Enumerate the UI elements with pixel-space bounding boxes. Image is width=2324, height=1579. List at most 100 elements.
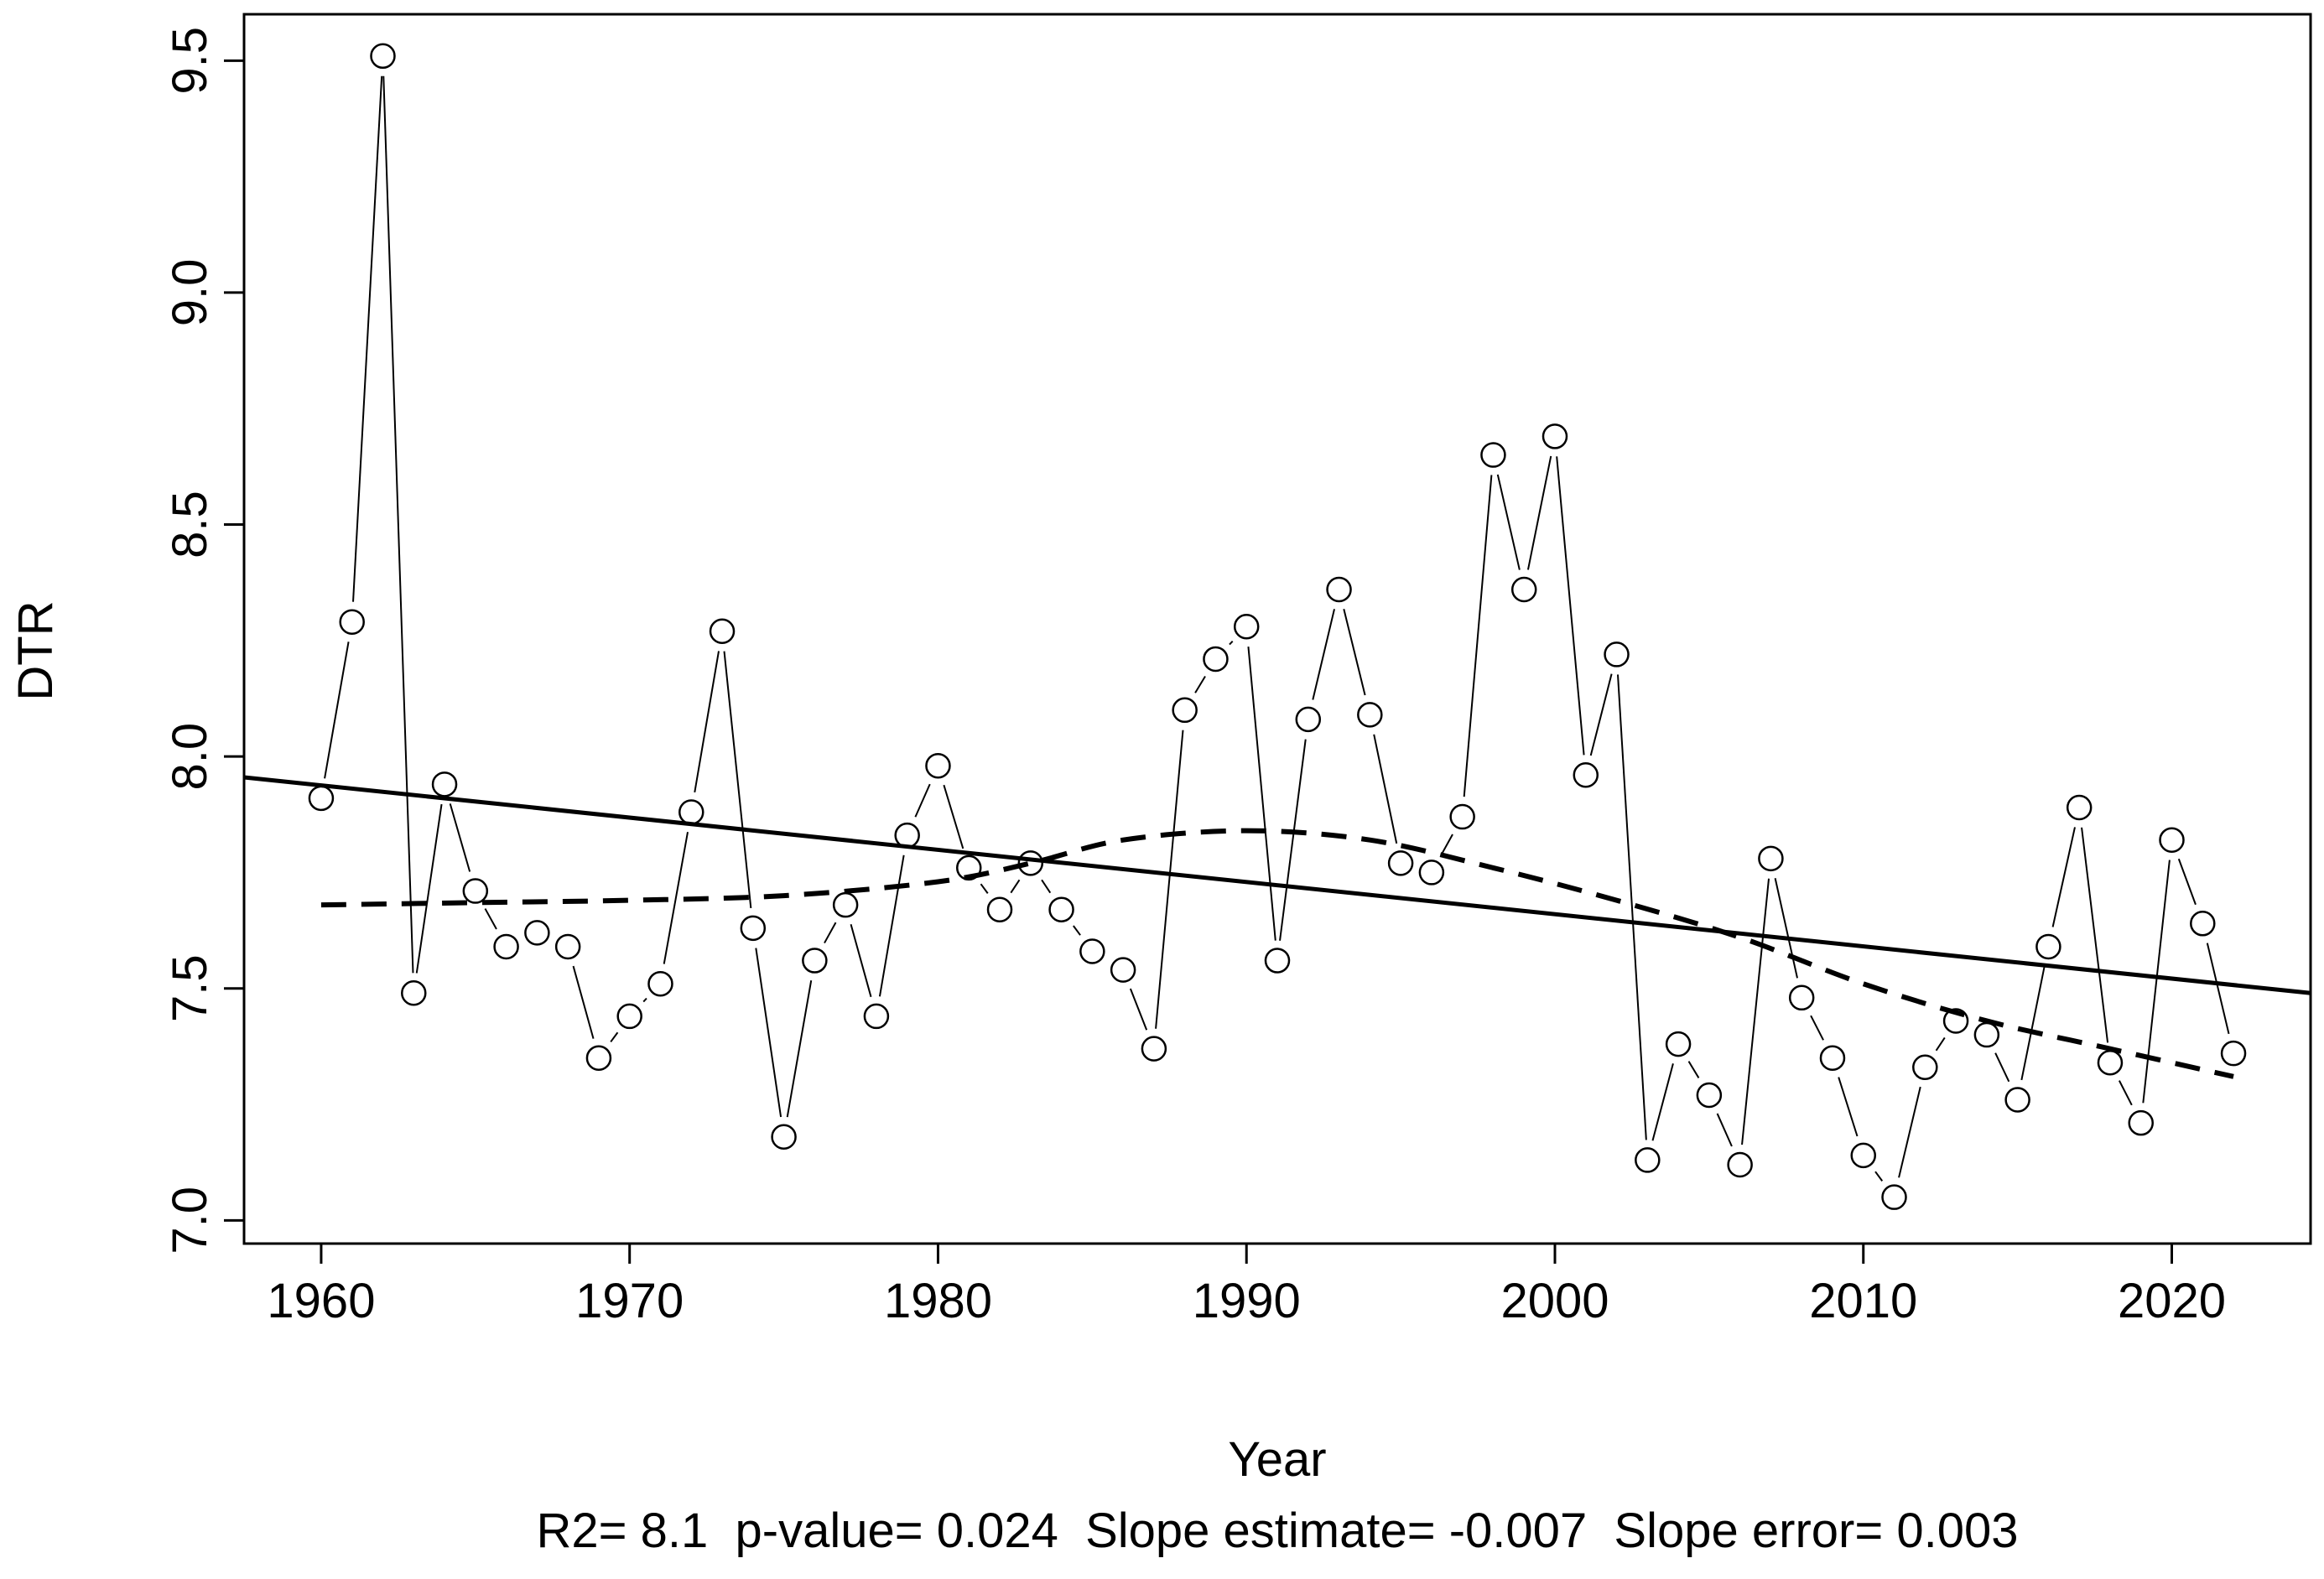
series-connector — [2142, 860, 2171, 1104]
series-connector — [2051, 827, 2076, 927]
y-axis: 7.0 7.5 8.0 8.5 9.0 9.5 — [163, 27, 244, 1254]
data-point — [2159, 827, 2185, 853]
data-point — [2066, 794, 2093, 821]
data-point — [1418, 860, 1445, 886]
series-connector — [1010, 879, 1021, 894]
series-connector — [1898, 1086, 1921, 1178]
smooth-curve — [320, 828, 2234, 1079]
data-point — [2097, 1049, 2124, 1076]
data-point — [1048, 896, 1074, 922]
data-point — [740, 915, 767, 942]
data-point — [431, 771, 458, 797]
series-connector — [382, 75, 414, 974]
series-connector — [352, 75, 383, 602]
data-point — [462, 878, 489, 904]
series-connector — [1838, 1077, 1859, 1137]
series-connector — [1129, 988, 1148, 1031]
data-point — [2035, 933, 2061, 960]
y-axis-label: DTR — [8, 600, 63, 700]
series-connector — [943, 784, 964, 849]
data-point — [1850, 1142, 1876, 1169]
data-point — [894, 822, 920, 849]
y-tick-label: 7.0 — [163, 1187, 217, 1254]
series-connector — [2206, 943, 2230, 1035]
data-point — [1449, 803, 1475, 830]
data-point — [925, 752, 951, 779]
data-point — [1172, 697, 1198, 724]
series-connector — [1343, 609, 1366, 696]
series-connector — [723, 651, 752, 909]
series-connector — [1041, 879, 1052, 894]
data-point — [1758, 845, 1784, 872]
y-tick-label: 9.0 — [163, 259, 217, 327]
data-point — [1635, 1147, 1661, 1173]
data-point — [1912, 1054, 1938, 1081]
data-point — [1110, 957, 1136, 983]
data-point — [1973, 1021, 2000, 1048]
series-connector — [610, 1031, 619, 1043]
series-connector — [1810, 1015, 1824, 1041]
series-connector — [1440, 834, 1453, 855]
data-point — [339, 609, 365, 635]
data-point — [1233, 613, 1260, 640]
x-tick-label: 2000 — [1500, 1274, 1609, 1328]
data-point — [1788, 984, 1815, 1011]
data-point — [1573, 762, 1599, 788]
series-connector — [1774, 878, 1798, 979]
series-connector — [484, 908, 497, 930]
series-connector — [1874, 1171, 1884, 1182]
series-connector — [1687, 1061, 1700, 1078]
series-connector — [2177, 858, 2197, 906]
y-tick-label: 7.5 — [163, 954, 217, 1022]
series-connector — [1194, 675, 1206, 693]
data-point — [2004, 1087, 2030, 1113]
data-point — [678, 799, 704, 825]
series-connector — [1073, 925, 1081, 936]
data-point — [832, 891, 859, 918]
data-point — [1542, 423, 1568, 449]
data-point — [1326, 576, 1352, 603]
data-point — [1881, 1184, 1907, 1210]
data-point — [802, 948, 828, 974]
x-tick-label: 2010 — [1809, 1274, 1917, 1328]
series-connector — [1463, 475, 1493, 797]
series-connector — [786, 980, 813, 1118]
data-point — [1819, 1045, 1846, 1071]
trend-line — [243, 775, 2311, 995]
y-tick-label: 8.5 — [163, 491, 217, 558]
series-connector — [1373, 734, 1398, 844]
series-connector — [1247, 647, 1276, 941]
series-connector — [1312, 609, 1335, 700]
data-point — [1203, 646, 1229, 673]
x-tick-label: 1970 — [575, 1274, 684, 1328]
data-point — [1727, 1151, 1753, 1178]
series-connector — [1556, 456, 1585, 756]
series-connector — [1741, 878, 1770, 1145]
series-connector — [850, 924, 872, 998]
series-layer — [243, 43, 2311, 1210]
series-connector — [755, 948, 782, 1118]
data-point — [2128, 1109, 2154, 1136]
series-connector — [1935, 1036, 1946, 1052]
data-point — [401, 980, 427, 1006]
series-connector — [878, 854, 905, 997]
data-point — [1480, 442, 1506, 468]
series-connector — [663, 831, 689, 964]
data-point — [1079, 938, 1105, 964]
series-connector — [642, 997, 647, 1003]
data-point — [986, 896, 1013, 922]
data-point — [771, 1124, 797, 1150]
y-tick-label: 8.0 — [163, 723, 217, 791]
series-connector — [2020, 966, 2046, 1081]
series-connector — [1155, 730, 1184, 1029]
series-connector — [1496, 474, 1521, 570]
series-connector — [415, 803, 443, 974]
data-point — [616, 1003, 642, 1030]
y-tick-label: 9.5 — [163, 27, 217, 95]
data-point — [1387, 850, 1414, 876]
data-point — [524, 920, 550, 946]
data-point — [709, 618, 736, 645]
series-connector — [1229, 640, 1234, 646]
data-point — [585, 1045, 612, 1071]
